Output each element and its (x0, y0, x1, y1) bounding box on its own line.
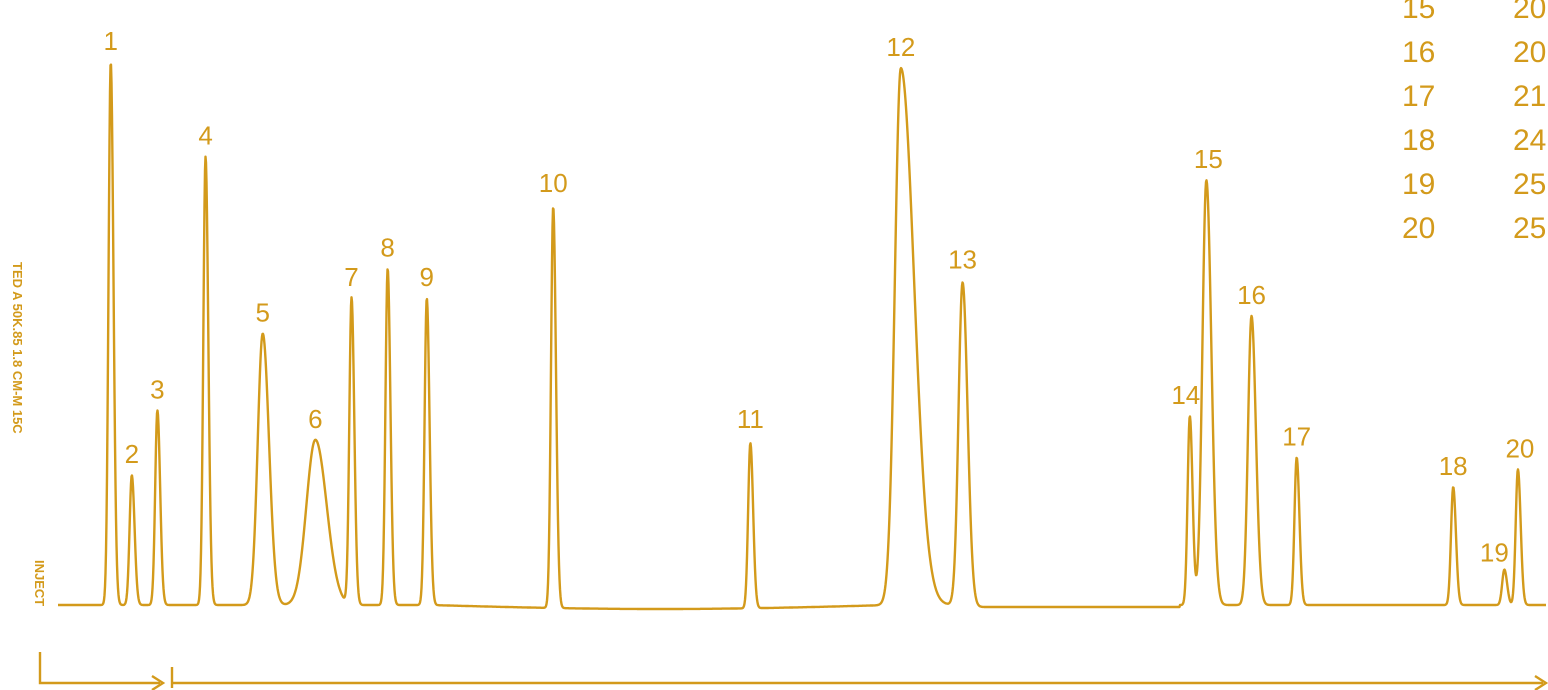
peak-label-15: 15 (1194, 144, 1223, 174)
instrument-annotation: TED A 50K.85 1.8 CM-M 15C (10, 262, 25, 434)
peak-label-1: 1 (104, 26, 118, 56)
retention-time: 20 (1513, 36, 1546, 69)
peak-label-14: 14 (1171, 380, 1200, 410)
retention-time: 25 (1513, 168, 1546, 201)
peak-label-18: 18 (1439, 451, 1468, 481)
baseline-layer (57, 63, 1547, 611)
retention-time: 24 (1513, 124, 1546, 157)
peak-label-4: 4 (198, 121, 212, 151)
retention-time: 21 (1513, 80, 1546, 113)
peak-label-10: 10 (539, 168, 568, 198)
peak-label-16: 16 (1237, 280, 1266, 310)
peak-label-19: 19 (1480, 538, 1509, 568)
peak-label-5: 5 (256, 298, 270, 328)
peak-label-17: 17 (1282, 422, 1311, 452)
peak-label-11: 11 (737, 404, 764, 434)
inject-bracket (38, 652, 160, 685)
peak-label-12: 12 (886, 32, 915, 62)
peak-label-2: 2 (125, 439, 139, 469)
retention-peak-number: 19 (1402, 168, 1435, 201)
retention-table: 15 20 16 20 17 21 18 24 19 25 20 25 (1402, 0, 1546, 245)
time-axis (38, 652, 1548, 690)
time-axis-arrow-icon (1534, 674, 1548, 690)
retention-peak-number: 18 (1402, 124, 1435, 157)
inject-arrow-icon (151, 674, 166, 690)
peak-label-20: 20 (1505, 433, 1534, 463)
peak-label-8: 8 (380, 233, 394, 263)
retention-peak-number: 16 (1402, 36, 1435, 69)
peak-label-7: 7 (344, 262, 358, 292)
peak-label-3: 3 (150, 374, 164, 404)
retention-time: 25 (1513, 212, 1546, 245)
peak-label-13: 13 (948, 245, 977, 275)
retention-peak-number: 20 (1402, 212, 1435, 245)
peak-label-9: 9 (420, 262, 434, 292)
retention-peak-number: 17 (1402, 80, 1435, 113)
retention-time: 20 (1513, 0, 1546, 25)
chromatogram-trace (57, 63, 1547, 611)
inject-annotation: INJECT (32, 560, 47, 606)
peaks-layer (111, 62, 1518, 605)
peak-label-6: 6 (308, 404, 322, 434)
retention-peak-number: 15 (1402, 0, 1435, 25)
